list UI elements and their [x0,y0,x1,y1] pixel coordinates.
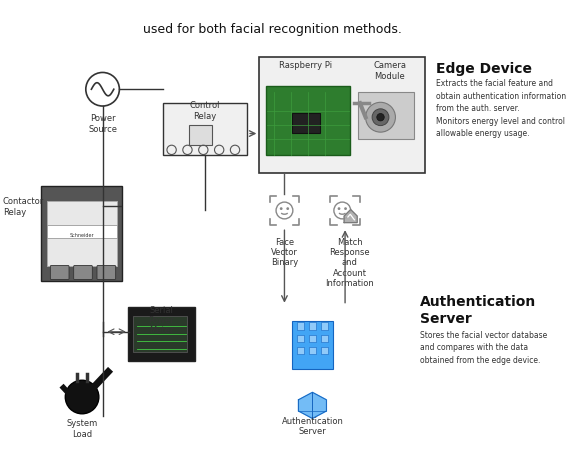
FancyBboxPatch shape [41,187,122,282]
Text: Stores the facial vector database
and compares with the data
obtained from the e: Stores the facial vector database and co… [420,330,547,364]
Circle shape [338,208,340,211]
Circle shape [366,103,395,133]
FancyBboxPatch shape [128,308,195,361]
FancyBboxPatch shape [47,202,117,267]
FancyBboxPatch shape [266,87,350,156]
Text: System
Load: System Load [67,419,98,438]
FancyBboxPatch shape [321,335,328,342]
FancyBboxPatch shape [309,347,316,354]
Text: Control
Relay: Control Relay [190,101,220,120]
Circle shape [344,208,347,211]
FancyBboxPatch shape [321,347,328,354]
Circle shape [372,110,389,126]
Text: Match
Response
and
Account
Information: Match Response and Account Information [325,237,374,288]
FancyBboxPatch shape [292,321,333,369]
Text: Power
Source: Power Source [88,114,117,134]
FancyBboxPatch shape [97,266,116,280]
Text: Raspberry Pi: Raspberry Pi [279,61,332,70]
Text: Extracts the facial feature and
obtain authentication information
from the auth.: Extracts the facial feature and obtain a… [436,79,566,138]
Circle shape [280,208,283,211]
FancyBboxPatch shape [309,323,316,330]
FancyBboxPatch shape [297,335,304,342]
Circle shape [377,114,384,122]
FancyBboxPatch shape [189,125,212,146]
FancyBboxPatch shape [74,266,92,280]
FancyBboxPatch shape [321,323,328,330]
FancyBboxPatch shape [358,93,414,139]
Polygon shape [344,210,357,223]
Text: Edge Device: Edge Device [436,62,533,76]
Text: Authentication
Server: Authentication Server [420,295,536,325]
FancyBboxPatch shape [47,226,117,239]
Text: Camera
Module: Camera Module [373,61,406,81]
Text: Authentication
Server: Authentication Server [281,416,343,435]
Text: used for both facial recognition methods.: used for both facial recognition methods… [143,23,402,36]
FancyBboxPatch shape [50,266,69,280]
Polygon shape [298,393,326,419]
FancyBboxPatch shape [163,104,247,155]
FancyBboxPatch shape [133,316,187,352]
Circle shape [286,208,289,211]
Circle shape [65,381,99,414]
Text: Contactor
Relay: Contactor Relay [3,197,44,216]
FancyBboxPatch shape [297,347,304,354]
Text: Schneider: Schneider [69,232,94,238]
Text: Serial
Power
Meter: Serial Power Meter [148,305,174,335]
FancyBboxPatch shape [259,57,425,174]
Text: Face
Vector
Binary: Face Vector Binary [271,237,298,267]
FancyBboxPatch shape [297,323,304,330]
FancyBboxPatch shape [292,113,320,134]
FancyBboxPatch shape [309,335,316,342]
